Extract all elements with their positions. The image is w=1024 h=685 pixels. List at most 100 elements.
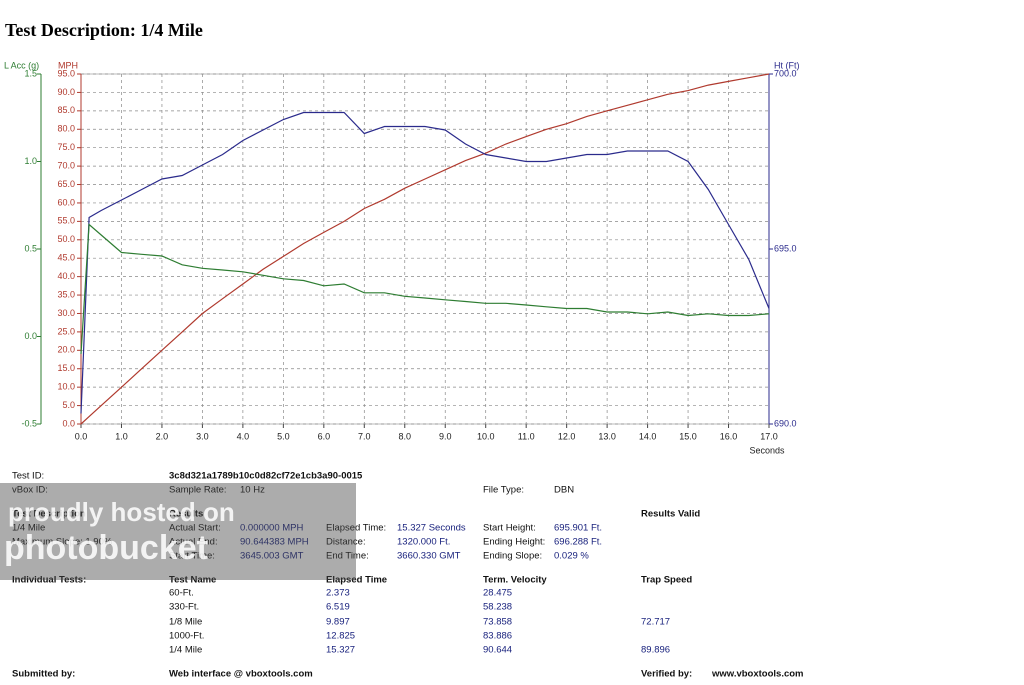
x-tick-label: 13.0 [598,431,616,441]
report-cell: 89.896 [641,644,671,656]
report-cell: Test Description [12,508,86,520]
report-cell: 60-Ft. [169,587,194,599]
y3-tick-label: -0.5 [21,418,37,428]
report-cell: vBox ID: [12,484,48,496]
report-cell: 1/4 Mile [12,522,46,534]
report-cell: Actual End: [169,536,218,548]
report-cell: 90.644383 MPH [240,536,309,548]
x-tick-label: 5.0 [277,431,290,441]
report-cell: 3c8d321a1789b10c0d82cf72e1cb3a90-0015 [169,470,363,482]
y2-tick-label: 695.0 [774,243,797,253]
y-axis-title: MPH [58,60,78,70]
report-cell: 15.327 Seconds [397,522,466,534]
y-tick-label: 10.0 [57,382,75,392]
y-tick-label: 95.0 [57,68,75,78]
report-cell: Trap Speed [641,574,693,586]
x-tick-label: 0.0 [75,431,88,441]
y-tick-label: 75.0 [57,142,75,152]
y2-tick-label: 690.0 [774,418,797,428]
x-tick-label: 1.0 [115,431,128,441]
x-tick-label: 10.0 [477,431,495,441]
y-tick-label: 60.0 [57,197,75,207]
report-cell: Start Height: [483,522,536,534]
y-tick-label: 50.0 [57,234,75,244]
report-cell: 72.717 [641,616,671,628]
watermark-line: photobucket [4,529,208,567]
report-cell: 28.475 [483,587,513,599]
report-cell: Elapsed Time [326,574,388,586]
x-tick-label: 9.0 [439,431,452,441]
y-tick-label: 90.0 [57,87,75,97]
y-tick-label: 5.0 [62,400,75,410]
x-tick-label: 16.0 [720,431,738,441]
y-tick-label: 30.0 [57,308,75,318]
report-cell: 1/4 Mile [169,644,203,656]
report-cell: Maximum Slope: 1.90% [12,536,113,548]
watermark-line: proudly hosted on [8,497,235,527]
report-cell: 12.825 [326,630,356,642]
report-cell: 330-Ft. [169,601,200,613]
y3-tick-label: 0.0 [24,331,37,341]
x-tick-label: 6.0 [318,431,331,441]
y3-tick-label: 0.5 [24,243,37,253]
y2-tick-label: 700.0 [774,68,797,78]
report-cell: End Time: [326,550,369,562]
y-tick-label: 45.0 [57,253,75,263]
report-cell: Elapsed Time: [326,522,387,534]
report-cell: Sample Rate: [169,484,227,496]
report-cell: Test ID: [12,470,45,482]
x-axis-title: Seconds [749,445,785,455]
report-cell: Test Name [169,574,217,586]
y-tick-label: 65.0 [57,179,75,189]
report-cell: 0.000000 MPH [240,522,304,534]
y-tick-label: 20.0 [57,345,75,355]
report-cell: 696.288 Ft. [554,536,603,548]
report-cell: DBN [554,484,575,496]
report-cell: 15.327 [326,644,356,656]
y-tick-label: 40.0 [57,271,75,281]
series-line [80,111,770,414]
report-cell: 1/8 Mile [169,616,203,628]
report-cell: Term. Velocity [483,574,547,586]
report-cell: Results Valid [641,508,701,520]
x-tick-label: 14.0 [639,431,657,441]
chart: 0.0 1.0 2.0 3.0 4.0 5.0 6.0 7.0 8.0 9.0 10.0 11.0 12… [4,60,800,455]
y-tick-label: 35.0 [57,289,75,299]
x-tick-label: 15.0 [679,431,697,441]
report-cell: Actual Start: [169,522,221,534]
report-cell: Verified by: [641,668,693,680]
x-tick-label: 11.0 [518,431,535,441]
report-cell: 3660.330 GMT [397,550,461,562]
report-cell: 1000-Ft. [169,630,205,642]
report-cell: 3645.003 GMT [240,550,304,562]
series-line [80,73,770,425]
report-cell: 2.373 [326,587,350,599]
y-tick-label: 85.0 [57,105,75,115]
y-tick-label: 55.0 [57,216,75,226]
y-tick-label: 80.0 [57,124,75,134]
report-cell: Distance: [326,536,366,548]
report-cell: 58.238 [483,601,513,613]
report-cell: 9.897 [326,616,350,628]
page-title: Test Description: 1/4 Mile [5,20,203,40]
report-cell: File Type: [483,484,525,496]
x-tick-label: 3.0 [196,431,209,441]
report-cell: 83.886 [483,630,513,642]
report-cell: 90.644 [483,644,513,656]
x-tick-label: 17.0 [760,431,778,441]
x-tick-label: 12.0 [558,431,576,441]
report-cell: Results [169,508,204,520]
x-tick-label: 2.0 [156,431,169,441]
report-cell: Individual Tests: [12,574,87,586]
y3-tick-label: 1.5 [24,68,37,78]
series-line [80,223,770,355]
report-cell: 73.858 [483,616,513,628]
report-cell: 1320.000 Ft. [397,536,451,548]
y3-tick-label: 1.0 [24,156,37,166]
report-cell: www.vboxtools.com [712,668,804,680]
x-tick-label: 8.0 [399,431,412,441]
report-cell: Start Time: [169,550,215,562]
y-tick-label: 70.0 [57,160,75,170]
x-tick-label: 4.0 [237,431,250,441]
